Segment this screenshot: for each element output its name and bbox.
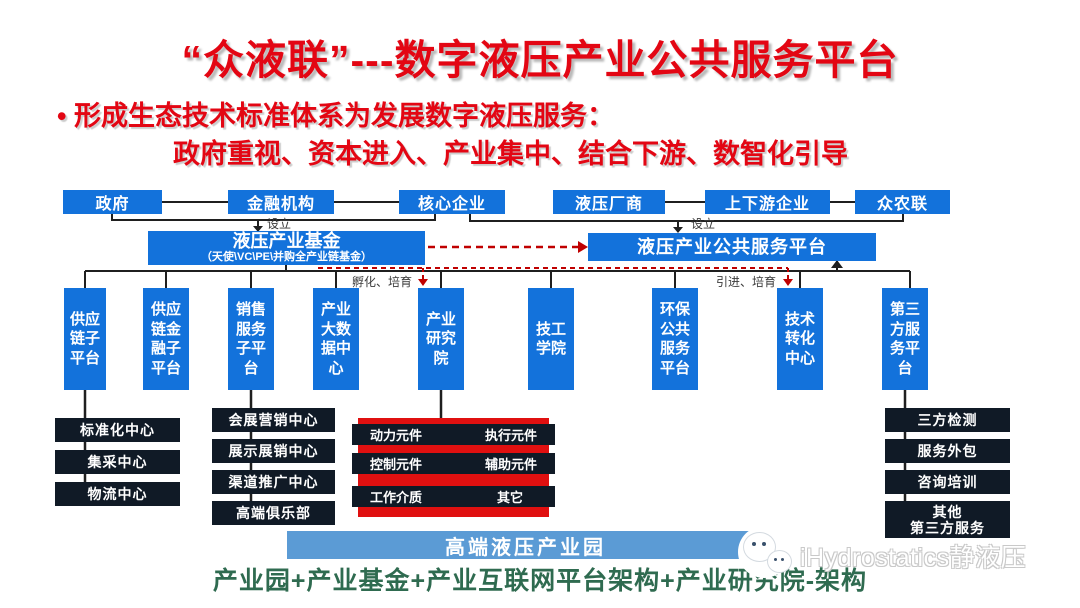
stack-logistics-center: 物流中心 xyxy=(55,482,180,506)
page-title: “众液联”---数字液压产业公共服务平台 xyxy=(181,37,899,83)
bullet-line-1: • 形成生态技术标准体系为发展数字液压服务： xyxy=(57,101,614,131)
pillar-technical-college: 技工学院 xyxy=(528,288,574,390)
pillar-technology-transfer-center: 技术转化中心 xyxy=(777,288,823,390)
stack-exhibition-marketing-center: 会展营销中心 xyxy=(212,408,335,432)
pillar-third-party-service-platform: 第三方服务平台 xyxy=(882,288,928,390)
stack-third-party-testing: 三方检测 xyxy=(885,408,1010,432)
component-row-2: 控制元件 辅助元件 xyxy=(352,453,555,474)
founder-box-financial-institutions: 金融机构 xyxy=(228,190,334,214)
pillar-supply-chain-finance: 供应链金融子平台 xyxy=(143,288,189,390)
pillar-environmental-public-service: 环保公共服务平台 xyxy=(652,288,698,390)
stack-service-outsourcing: 服务外包 xyxy=(885,439,1010,463)
stack-standardization-center: 标准化中心 xyxy=(55,418,180,442)
label-incubate: 孵化、培育 xyxy=(352,275,413,289)
fund-box: 液压产业基金 （天使\VC\PE\并购全产业链基金） xyxy=(148,231,425,265)
stack-other-third-party-services: 其他 第三方服务 xyxy=(885,501,1010,538)
founder-box-hydraulic-manufacturers: 液压厂商 xyxy=(553,190,665,214)
fund-subtitle: （天使\VC\PE\并购全产业链基金） xyxy=(200,251,373,263)
stack-high-end-club: 高端俱乐部 xyxy=(212,501,335,525)
stack-centralized-procurement-center: 集采中心 xyxy=(55,450,180,474)
stack-consulting-training: 咨询培训 xyxy=(885,470,1010,494)
watermark-text: iHydrostatics静液压 xyxy=(800,544,1027,572)
pillar-supply-chain-platform: 供应链子平台 xyxy=(64,288,106,390)
stack-other-line1: 其他 xyxy=(932,503,963,520)
component-working-medium: 工作介质 xyxy=(370,490,423,505)
component-other: 其它 xyxy=(496,490,523,505)
stack-channel-promotion-center: 渠道推广中心 xyxy=(212,470,335,494)
founder-box-upstream-downstream: 上下游企业 xyxy=(705,190,830,214)
component-auxiliary: 辅助元件 xyxy=(484,457,537,472)
label-setup-left: 设立 xyxy=(267,217,292,231)
fund-title: 液压产业基金 xyxy=(232,231,341,251)
component-power: 动力元件 xyxy=(370,428,423,443)
component-control: 控制元件 xyxy=(370,457,423,472)
platform-box: 液压产业公共服务平台 xyxy=(588,233,876,261)
pillar-industry-research-institute: 产业研究院 xyxy=(418,288,464,390)
founder-box-core-enterprises: 核心企业 xyxy=(399,190,505,214)
founder-box-zhongnonglian: 众农联 xyxy=(855,190,950,214)
label-setup-right: 设立 xyxy=(691,217,716,231)
pillar-sales-service-platform: 销售服务子平台 xyxy=(228,288,274,390)
stack-display-sales-center: 展示展销中心 xyxy=(212,439,335,463)
bullet-line-2: 政府重视、资本进入、产业集中、结合下游、数智化引导 xyxy=(173,139,848,169)
label-introduce: 引进、培育 xyxy=(716,275,777,289)
founder-box-government: 政府 xyxy=(63,190,162,214)
wechat-icon xyxy=(736,524,798,580)
component-row-3: 工作介质 其它 xyxy=(352,486,555,507)
stack-other-line2: 第三方服务 xyxy=(910,519,985,536)
pillar-industry-big-data-center: 产业大数据中心 xyxy=(313,288,359,390)
component-actuator: 执行元件 xyxy=(484,428,537,443)
industrial-park-bar: 高端液压产业园 xyxy=(287,531,764,559)
component-block: 动力元件 执行元件 控制元件 辅助元件 工作介质 其它 xyxy=(352,418,555,517)
component-row-1: 动力元件 执行元件 xyxy=(352,424,555,445)
